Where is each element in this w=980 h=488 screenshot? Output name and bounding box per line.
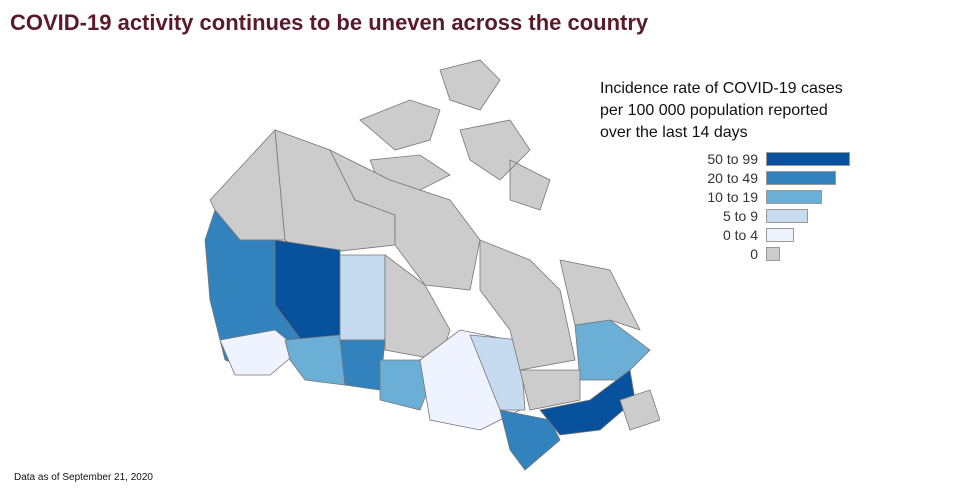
legend-label: 0 to 4 [722,226,758,243]
legend-item: 10 to 19 [660,187,850,206]
region-ontario-ne [469,334,526,411]
data-date-note: Data as of September 21, 2020 [14,472,153,483]
legend: 50 to 99 20 to 49 10 to 19 5 to 9 0 to 4… [660,149,850,263]
region-arctic-islands [359,59,551,211]
legend-label: 20 to 49 [707,169,758,186]
region-bc-south [219,329,301,376]
region-atlantic [619,389,660,431]
legend-label: 50 to 99 [707,150,758,167]
region-sask-south [339,339,386,391]
legend-item: 0 to 4 [660,225,850,244]
legend-title: Incidence rate of COVID-19 cases per 100… [600,78,900,144]
region-alberta-south [284,334,346,386]
legend-label: 5 to 9 [722,207,758,224]
legend-item: 5 to 9 [660,206,850,225]
legend-item: 50 to 99 [660,149,850,168]
canada-map [204,59,660,471]
region-nunavut [329,149,481,291]
legend-label: 0 [750,245,758,262]
legend-item: 0 [660,244,850,263]
legend-title-line: Incidence rate of COVID-19 cases [600,80,843,97]
region-labrador [559,259,641,331]
region-sask [339,254,386,341]
slide-title: COVID-19 activity continues to be uneven… [10,10,649,35]
legend-title-line: over the last 14 days [600,124,748,141]
legend-label: 10 to 19 [707,188,758,205]
legend-swatch [766,246,780,261]
legend-swatch [766,208,808,223]
legend-item: 20 to 49 [660,168,850,187]
region-quebec-north [479,239,576,371]
legend-title-line: per 100 000 population reported [600,102,828,119]
legend-swatch [766,170,836,185]
legend-swatch [766,151,850,166]
legend-swatch [766,227,794,242]
legend-swatch [766,189,822,204]
region-ontario-south [499,409,561,471]
region-quebec-south [519,369,581,411]
